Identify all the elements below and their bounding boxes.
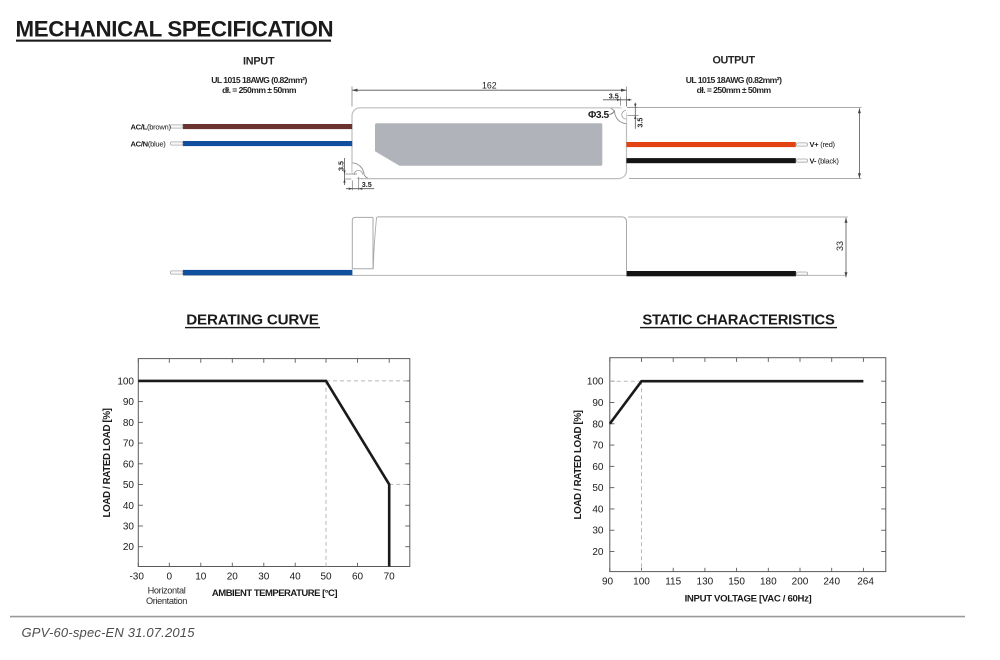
svg-text:dł. = 250mm ± 50mm: dł. = 250mm ± 50mm bbox=[697, 85, 772, 95]
svg-text:60: 60 bbox=[592, 462, 604, 473]
svg-text:30: 30 bbox=[123, 521, 135, 532]
svg-text:30: 30 bbox=[258, 572, 270, 583]
svg-text:UL 1015 18AWG (0.82mm²): UL 1015 18AWG (0.82mm²) bbox=[686, 75, 782, 85]
svg-text:0: 0 bbox=[167, 572, 173, 583]
svg-text:115: 115 bbox=[665, 577, 681, 588]
svg-text:Horizontal: Horizontal bbox=[148, 586, 186, 596]
svg-text:AMBIENT TEMPERATURE [°C]: AMBIENT TEMPERATURE [°C] bbox=[212, 588, 337, 599]
svg-text:INPUT: INPUT bbox=[243, 55, 275, 67]
svg-text:GPV-60-spec-EN 31.07.2015: GPV-60-spec-EN 31.07.2015 bbox=[22, 625, 196, 640]
svg-text:70: 70 bbox=[384, 572, 396, 583]
svg-text:70: 70 bbox=[592, 441, 604, 452]
svg-text:90: 90 bbox=[123, 397, 135, 408]
svg-text:AC/N(blue): AC/N(blue) bbox=[131, 139, 167, 148]
svg-text:OUTPUT: OUTPUT bbox=[712, 54, 755, 66]
svg-text:50: 50 bbox=[123, 480, 135, 491]
svg-text:LOAD / RATED LOAD [%]: LOAD / RATED LOAD [%] bbox=[102, 408, 113, 517]
svg-text:DERATING CURVE: DERATING CURVE bbox=[186, 312, 319, 329]
svg-text:90: 90 bbox=[592, 398, 604, 409]
svg-text:100: 100 bbox=[587, 377, 604, 388]
svg-text:AC/L(brown): AC/L(brown) bbox=[131, 122, 172, 131]
svg-text:50: 50 bbox=[320, 572, 332, 583]
svg-text:Orientation: Orientation bbox=[146, 596, 187, 606]
svg-text:60: 60 bbox=[352, 572, 364, 583]
svg-text:3.5: 3.5 bbox=[636, 118, 645, 128]
svg-text:40: 40 bbox=[123, 501, 135, 512]
svg-text:UL 1015 18AWG (0.82mm²): UL 1015 18AWG (0.82mm²) bbox=[211, 75, 307, 85]
svg-text:60: 60 bbox=[123, 459, 135, 470]
svg-text:20: 20 bbox=[227, 572, 239, 583]
svg-text:33: 33 bbox=[835, 241, 845, 251]
svg-text:40: 40 bbox=[290, 572, 302, 583]
svg-text:70: 70 bbox=[123, 439, 135, 450]
svg-text:80: 80 bbox=[592, 419, 604, 430]
svg-text:40: 40 bbox=[592, 504, 604, 515]
svg-text:LOAD / RATED LOAD [%]: LOAD / RATED LOAD [%] bbox=[573, 410, 584, 519]
svg-text:dł. = 250mm ± 50mm: dł. = 250mm ± 50mm bbox=[222, 85, 297, 95]
svg-text:20: 20 bbox=[592, 547, 604, 558]
svg-text:MECHANICAL SPECIFICATION: MECHANICAL SPECIFICATION bbox=[16, 16, 334, 41]
svg-text:50: 50 bbox=[592, 483, 604, 494]
svg-text:V- (black): V- (black) bbox=[810, 156, 840, 165]
svg-text:100: 100 bbox=[117, 376, 134, 387]
svg-text:3.5: 3.5 bbox=[362, 180, 372, 189]
svg-text:10: 10 bbox=[195, 572, 207, 583]
svg-text:3.5: 3.5 bbox=[336, 161, 345, 171]
svg-text:90: 90 bbox=[602, 577, 614, 588]
svg-text:-30: -30 bbox=[129, 572, 144, 583]
svg-text:150: 150 bbox=[728, 577, 745, 588]
svg-text:240: 240 bbox=[823, 577, 840, 588]
svg-text:180: 180 bbox=[760, 577, 777, 588]
svg-text:200: 200 bbox=[792, 577, 809, 588]
svg-text:Φ3.5: Φ3.5 bbox=[588, 110, 610, 121]
svg-text:20: 20 bbox=[123, 542, 135, 553]
svg-text:80: 80 bbox=[123, 418, 135, 429]
svg-text:STATIC CHARACTERISTICS: STATIC CHARACTERISTICS bbox=[642, 313, 835, 329]
svg-text:130: 130 bbox=[697, 577, 714, 588]
svg-text:264: 264 bbox=[857, 577, 874, 588]
svg-text:30: 30 bbox=[592, 526, 604, 537]
svg-text:3.5: 3.5 bbox=[609, 91, 619, 100]
svg-text:V+ (red): V+ (red) bbox=[810, 140, 836, 149]
svg-text:INPUT VOLTAGE [VAC / 60Hz]: INPUT VOLTAGE [VAC / 60Hz] bbox=[685, 593, 812, 604]
svg-text:100: 100 bbox=[633, 577, 650, 588]
svg-text:162: 162 bbox=[482, 81, 497, 91]
